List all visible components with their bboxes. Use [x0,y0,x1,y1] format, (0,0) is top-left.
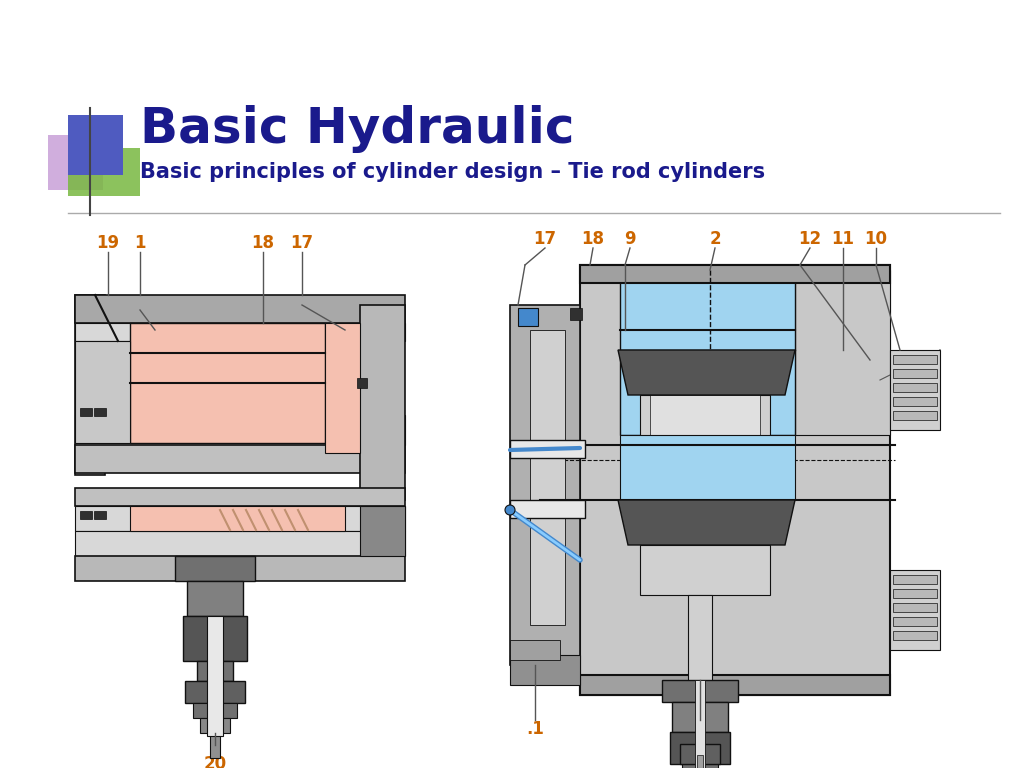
Bar [580,265,890,695]
Bar [75,415,406,445]
Text: 2: 2 [710,230,721,248]
Bar [75,506,406,531]
Bar [510,305,580,665]
Bar [200,718,230,733]
Bar [640,395,770,445]
Bar [893,617,937,626]
Bar [75,323,406,341]
Bar [325,323,360,453]
Bar [360,305,406,500]
Bar [893,589,937,598]
Bar [697,755,703,768]
Bar [210,733,220,758]
Bar [510,655,580,685]
Bar [620,435,795,500]
Bar [75,445,406,473]
Bar [207,616,223,736]
Text: .1: .1 [526,720,544,738]
Bar [672,702,728,732]
Ellipse shape [505,505,515,515]
Bar [357,378,367,388]
Bar [183,616,247,661]
Text: 17: 17 [291,234,313,252]
Bar [175,556,255,581]
Bar [650,395,760,445]
Bar [185,681,245,703]
Text: Basic Hydraulic: Basic Hydraulic [140,105,574,153]
Text: 17: 17 [534,230,557,248]
Bar [620,270,795,435]
Bar [75,295,105,475]
Bar [640,545,770,595]
Bar [48,135,103,190]
Bar [688,595,712,685]
Text: 10: 10 [864,230,888,248]
Text: 1: 1 [134,234,145,252]
Bar [670,732,730,764]
Polygon shape [618,500,795,545]
Text: Basic principles of cylinder design – Tie rod cylinders: Basic principles of cylinder design – Ti… [140,162,765,182]
Bar [510,640,560,660]
Text: 12: 12 [799,230,821,248]
Bar [580,675,890,695]
Bar [75,341,130,443]
Bar [94,408,106,416]
Bar [80,511,92,519]
Bar [893,603,937,612]
Bar [518,308,538,326]
Bar [75,488,406,506]
Bar [75,295,406,323]
Bar [682,764,718,768]
Bar [680,744,720,764]
Bar [893,355,937,364]
Text: 20: 20 [204,755,226,768]
Bar [570,308,582,320]
Bar [360,506,406,556]
Text: 18: 18 [582,230,604,248]
Text: 18: 18 [252,234,274,252]
Bar [893,397,937,406]
Text: 9: 9 [625,230,636,248]
Bar [75,531,406,556]
Bar [130,323,325,443]
Bar [580,265,890,283]
Bar [80,408,92,416]
Bar [893,575,937,584]
Bar [695,680,705,768]
Text: 19: 19 [96,234,120,252]
Text: 11: 11 [831,230,854,248]
Bar [893,369,937,378]
Bar [68,148,140,196]
Bar [890,570,940,650]
Bar [68,115,123,175]
Bar [530,330,565,625]
Polygon shape [618,350,795,395]
Bar [130,506,345,531]
Bar [890,350,940,430]
Bar [510,500,585,518]
Bar [75,556,406,581]
Bar [510,440,585,458]
Bar [94,511,106,519]
Bar [893,411,937,420]
Bar [795,270,890,435]
Bar [893,631,937,640]
Bar [893,383,937,392]
Bar [197,661,233,681]
Text: 21: 21 [688,720,712,738]
Bar [187,581,243,616]
Bar [662,680,738,702]
Bar [193,703,237,718]
